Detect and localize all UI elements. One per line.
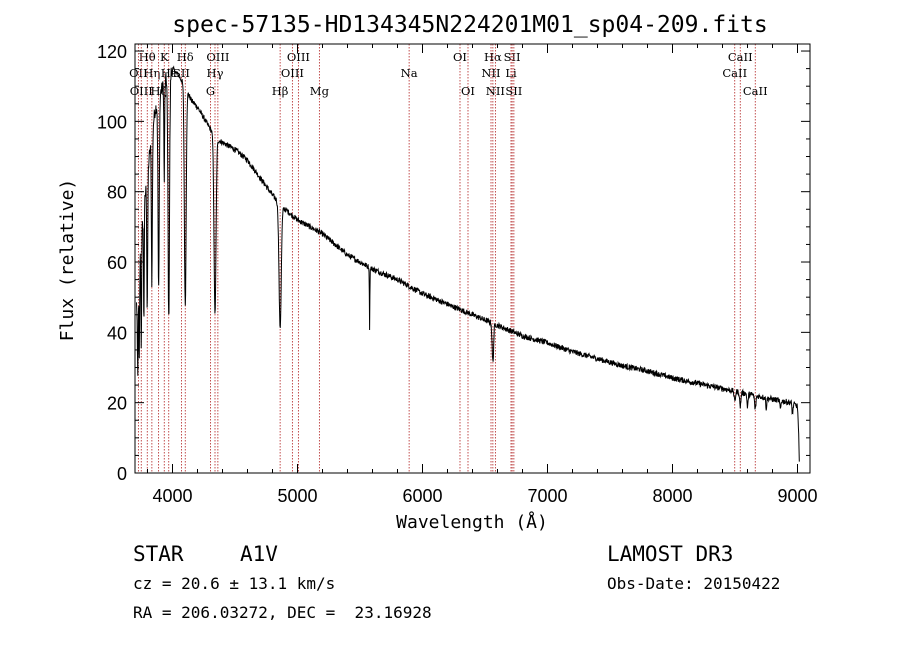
y-axis: 0 20 40 60 80 100 120 [97, 42, 810, 484]
line-marker-label: Hζ [150, 84, 166, 98]
line-marker-label: OI [453, 50, 467, 64]
line-marker-label: CaII [722, 66, 747, 80]
spectrum-line [136, 65, 800, 462]
line-marker-label: OI [461, 84, 475, 98]
y-tick-label: 0 [117, 464, 127, 484]
line-marker-label: OII [129, 66, 148, 80]
line-marker-label: NII [481, 66, 500, 80]
line-marker-label: NII [486, 84, 505, 98]
line-marker-label: Hδ [177, 50, 194, 64]
line-marker-label: Na [401, 66, 418, 80]
line-marker-label: G [206, 84, 215, 98]
line-marker-label: Hη [143, 66, 160, 80]
redshift-value: cz = 20.6 ± 13.1 km/s [133, 574, 335, 593]
object-class: STAR [133, 542, 184, 566]
y-tick-label: 120 [97, 42, 127, 62]
survey-name: LAMOST DR3 [607, 542, 733, 566]
line-marker-label: CaII [743, 84, 768, 98]
line-marker-label: SII [504, 50, 521, 64]
line-marker-label: Hβ [272, 84, 289, 98]
y-tick-label: 100 [97, 112, 127, 132]
line-marker-label: Mg [310, 84, 330, 98]
x-axis-label: Wavelength (Å) [396, 511, 548, 533]
x-tick-label: 7000 [527, 486, 567, 506]
x-tick-label: 9000 [777, 486, 817, 506]
line-marker-label: Hα [484, 50, 502, 64]
line-marker-label: OIII [281, 66, 304, 80]
observation-date: Obs-Date: 20150422 [607, 574, 780, 593]
line-marker-label: Hγ [207, 66, 224, 80]
line-marker-label: SII [505, 84, 522, 98]
x-tick-label: 8000 [652, 486, 692, 506]
y-axis-label: Flux (relative) [57, 179, 78, 342]
plot-frame [134, 43, 811, 474]
coordinates: RA = 206.03272, DEC = 23.16928 [133, 603, 432, 622]
y-tick-label: 20 [107, 394, 127, 414]
chart-title: spec-57135-HD134345N224201M01_sp04-209.f… [172, 12, 767, 38]
y-tick-label: 60 [107, 253, 127, 273]
spectral-subclass: A1V [240, 542, 278, 566]
x-tick-label: 6000 [402, 486, 442, 506]
x-tick-label: 5000 [277, 486, 317, 506]
line-marker-label: OIII [287, 50, 310, 64]
y-tick-label: 80 [107, 183, 127, 203]
line-marker-label: Li [505, 66, 517, 80]
line-marker-label: SII [173, 66, 190, 80]
line-marker-label: CaII [728, 50, 753, 64]
line-marker-label: K [160, 50, 169, 64]
line-marker-label: OIII [206, 50, 229, 64]
x-axis: 4000 5000 6000 7000 8000 9000 [147, 44, 818, 506]
x-tick-label: 4000 [152, 486, 192, 506]
y-tick-label: 40 [107, 323, 127, 343]
line-marker-label: OIII [130, 84, 153, 98]
